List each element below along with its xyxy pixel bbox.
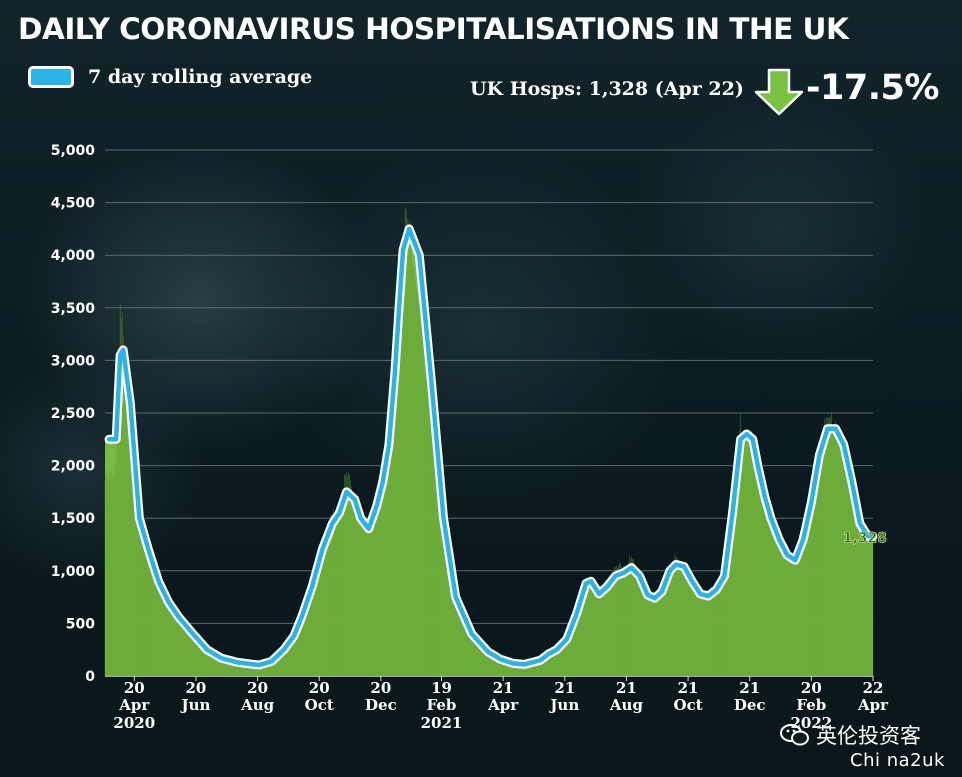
x-tick-label-bottom: Aug xyxy=(240,696,275,714)
x-tick-label-bottom: Oct xyxy=(674,696,703,714)
chart-title: DAILY CORONAVIRUS HOSPITALISATIONS IN TH… xyxy=(18,12,849,46)
x-tick-label-bottom: Feb xyxy=(796,696,826,714)
y-tick-label: 3,000 xyxy=(51,353,96,369)
x-tick-label-top: 20 xyxy=(124,679,145,697)
x-tick-label-top: 21 xyxy=(554,679,575,697)
x-tick-label-bottom: Feb xyxy=(427,696,457,714)
y-tick-label: 1,500 xyxy=(51,511,96,527)
watermark: 英伦投资客 xyxy=(780,720,921,750)
x-tick-label-bottom: Apr xyxy=(857,696,889,714)
x-tick-label-year: 2020 xyxy=(113,714,155,732)
y-tick-label: 4,000 xyxy=(51,248,96,264)
legend: 7 day rolling average xyxy=(28,62,312,92)
end-value-label: 1,328 xyxy=(843,530,887,546)
x-tick-label-top: 20 xyxy=(186,679,207,697)
line-series xyxy=(106,226,876,668)
x-tick-label-top: 20 xyxy=(370,679,391,697)
x-tick-label-top: 21 xyxy=(493,679,514,697)
x-tick-label-bottom: Dec xyxy=(734,696,766,714)
legend-label: 7 day rolling average xyxy=(88,66,313,88)
watermark-subtext: Chi na2uk xyxy=(850,750,945,771)
x-tick-label-year: 2022 xyxy=(790,714,832,732)
y-tick-label: 2,500 xyxy=(51,406,96,422)
x-tick-label-top: 20 xyxy=(247,679,268,697)
x-tick-label-bottom: Jun xyxy=(548,696,579,714)
x-tick-label-bottom: Apr xyxy=(487,696,519,714)
legend-swatch xyxy=(28,66,74,88)
x-tick-label-bottom: Apr xyxy=(118,696,150,714)
x-tick-label-top: 21 xyxy=(678,679,699,697)
x-tick-label-bottom: Jun xyxy=(179,696,210,714)
y-tick-label: 5,000 xyxy=(51,143,96,159)
y-tick-label: 2,000 xyxy=(51,459,96,475)
y-tick-label: 4,500 xyxy=(51,196,96,212)
x-tick-label-top: 21 xyxy=(739,679,760,697)
summary-text: UK Hosps: 1,328 (Apr 22) xyxy=(470,78,744,100)
y-tick-label: 3,500 xyxy=(51,301,96,317)
x-tick-label-top: 21 xyxy=(616,679,637,697)
y-tick-label: 1,000 xyxy=(51,564,96,580)
y-tick-label: 500 xyxy=(66,616,95,632)
x-tick-label-top: 20 xyxy=(801,679,822,697)
percent-change: -17.5% xyxy=(806,68,939,108)
x-tick-label-top: 22 xyxy=(863,679,884,697)
x-tick-label-bottom: Dec xyxy=(365,696,397,714)
down-arrow-icon xyxy=(754,68,804,116)
x-tick-label-top: 20 xyxy=(309,679,330,697)
x-tick-label-year: 2021 xyxy=(421,714,463,732)
watermark-text: 英伦投资客 xyxy=(816,724,921,748)
wechat-icon xyxy=(780,724,809,746)
x-tick-label-bottom: Aug xyxy=(609,696,644,714)
x-tick-label-bottom: Oct xyxy=(305,696,334,714)
y-tick-label: 0 xyxy=(85,669,95,685)
x-tick-label-top: 19 xyxy=(431,679,452,697)
